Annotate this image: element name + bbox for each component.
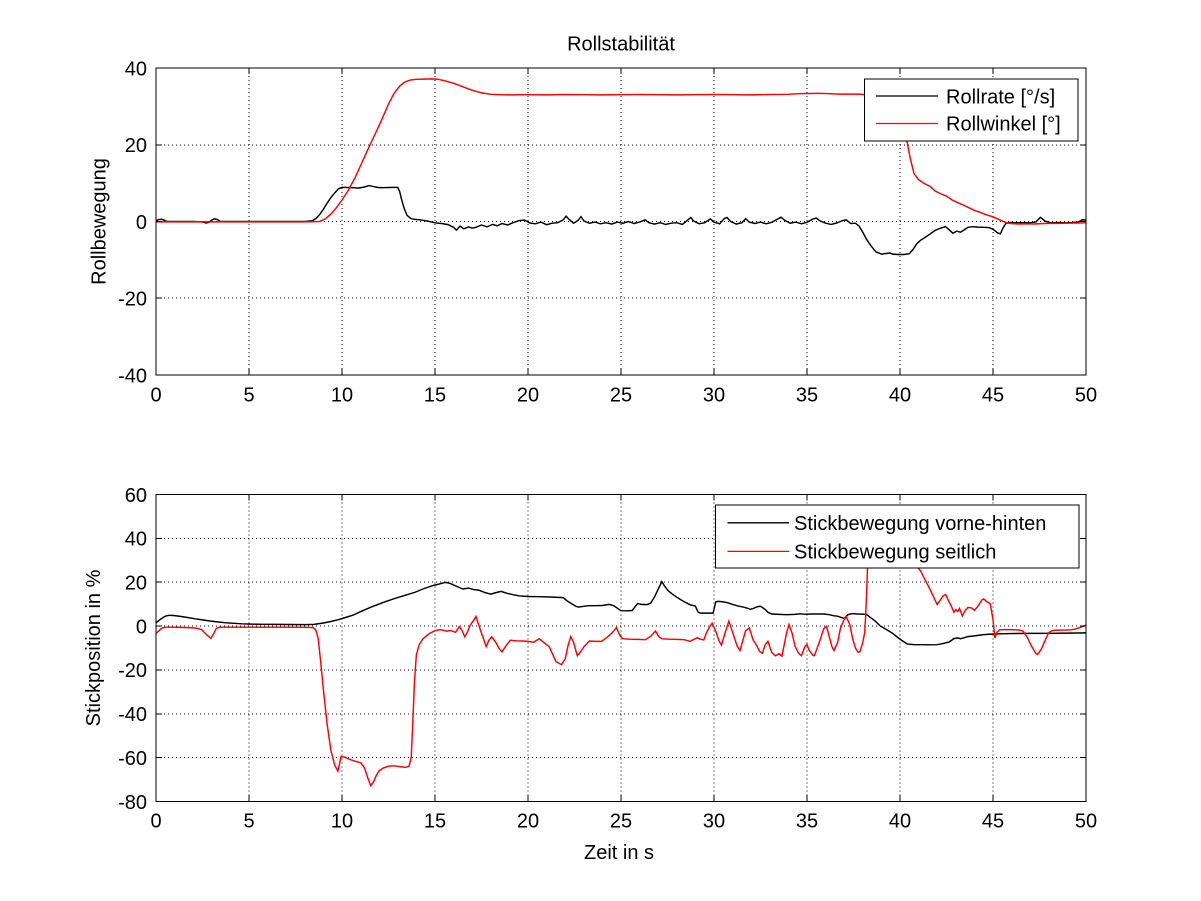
svg-text:30: 30 [703, 385, 725, 407]
svg-text:50: 50 [1075, 811, 1097, 833]
svg-text:10: 10 [331, 385, 353, 407]
svg-text:-40: -40 [118, 365, 147, 387]
svg-text:Stickbewegung vorne-hinten: Stickbewegung vorne-hinten [794, 513, 1046, 535]
svg-text:-60: -60 [118, 748, 147, 770]
svg-text:Rollstabilität: Rollstabilität [567, 34, 675, 56]
svg-text:45: 45 [982, 385, 1004, 407]
svg-text:Stickbewegung seitlich: Stickbewegung seitlich [794, 542, 996, 564]
svg-text:25: 25 [610, 811, 632, 833]
svg-text:20: 20 [517, 811, 539, 833]
svg-text:Zeit in s: Zeit in s [584, 842, 654, 864]
svg-text:30: 30 [703, 811, 725, 833]
svg-text:0: 0 [150, 385, 161, 407]
svg-text:40: 40 [889, 811, 911, 833]
svg-text:Rollwinkel [°]: Rollwinkel [°] [946, 114, 1061, 136]
svg-text:15: 15 [424, 385, 446, 407]
svg-text:25: 25 [610, 385, 632, 407]
svg-text:0: 0 [150, 811, 161, 833]
svg-text:0: 0 [136, 616, 147, 638]
svg-text:Rollrate [°/s]: Rollrate [°/s] [946, 86, 1055, 108]
svg-text:15: 15 [424, 811, 446, 833]
svg-text:-20: -20 [118, 289, 147, 311]
svg-text:5: 5 [243, 385, 254, 407]
svg-text:20: 20 [125, 573, 147, 595]
svg-text:40: 40 [125, 58, 147, 80]
svg-text:10: 10 [331, 811, 353, 833]
svg-text:-20: -20 [118, 660, 147, 682]
svg-text:35: 35 [796, 385, 818, 407]
svg-text:Rollbewegung: Rollbewegung [89, 158, 111, 285]
svg-text:40: 40 [125, 529, 147, 551]
svg-text:5: 5 [243, 811, 254, 833]
svg-text:20: 20 [517, 385, 539, 407]
svg-text:Stickposition in %: Stickposition in % [83, 569, 105, 726]
svg-text:45: 45 [982, 811, 1004, 833]
svg-text:40: 40 [889, 385, 911, 407]
svg-text:35: 35 [796, 811, 818, 833]
svg-text:60: 60 [125, 485, 147, 507]
svg-text:50: 50 [1075, 385, 1097, 407]
svg-text:0: 0 [136, 212, 147, 234]
svg-text:-80: -80 [118, 792, 147, 814]
svg-text:20: 20 [125, 135, 147, 157]
svg-text:-40: -40 [118, 704, 147, 726]
